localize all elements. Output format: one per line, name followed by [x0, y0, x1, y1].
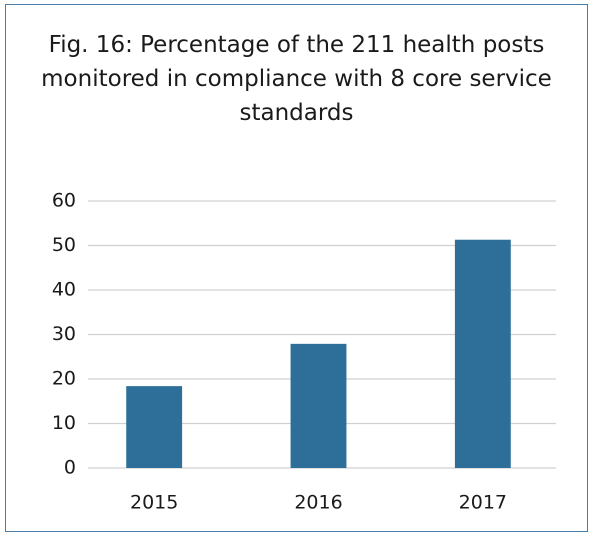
- y-tick-label: 30: [52, 323, 76, 345]
- chart-title: Fig. 16: Percentage of the 211 health po…: [41, 32, 552, 126]
- x-tick-label: 2016: [294, 492, 342, 514]
- x-tick-label: 2017: [459, 492, 507, 514]
- x-tick-label: 2015: [130, 492, 178, 514]
- y-tick-label: 40: [52, 279, 76, 301]
- frame: [5, 4, 588, 532]
- bar: [454, 239, 511, 468]
- y-tick-label: 50: [52, 234, 76, 256]
- bar: [290, 343, 347, 468]
- y-tick-label: 60: [52, 190, 76, 212]
- y-tick-label: 0: [64, 457, 76, 479]
- bar: [126, 386, 183, 468]
- y-tick-label: 10: [52, 412, 76, 434]
- y-tick-label: 20: [52, 368, 76, 390]
